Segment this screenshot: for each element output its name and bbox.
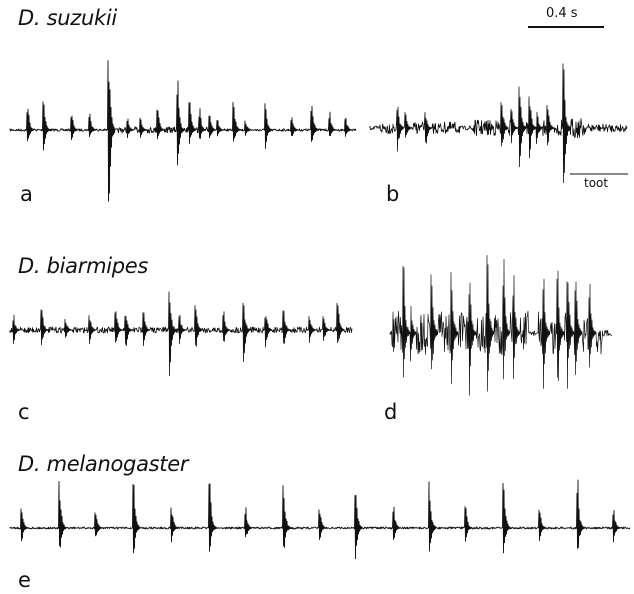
trace-e: [9, 479, 631, 560]
trace-d: [389, 254, 613, 396]
trace-c: [9, 291, 353, 377]
panel-letter-b: b: [386, 182, 400, 206]
trace-a: [9, 60, 357, 202]
panel-letter-d: d: [384, 400, 398, 424]
panel-letter-e: e: [18, 568, 31, 592]
panel-letter-c: c: [18, 400, 30, 424]
trace-b: [369, 63, 628, 184]
species-label-melanogaster: D. melanogaster: [18, 452, 189, 476]
toot-label: toot: [584, 176, 609, 190]
panel-letter-a: a: [20, 182, 33, 206]
scale-bar-label: 0.4 s: [546, 6, 578, 21]
species-label-suzukii: D. suzukii: [18, 6, 117, 30]
species-label-biarmipes: D. biarmipes: [18, 254, 149, 278]
